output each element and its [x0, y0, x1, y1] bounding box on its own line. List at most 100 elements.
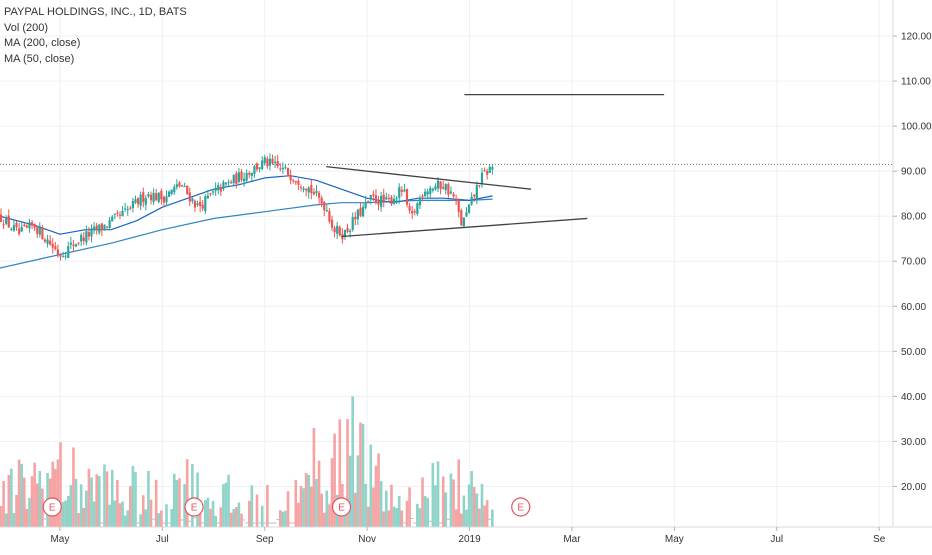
volume-bar: [325, 490, 329, 527]
volume-bar: [139, 514, 142, 527]
y-tick-label: 120.00: [901, 32, 932, 43]
candle-body: [180, 185, 184, 187]
volume-bar: [134, 472, 137, 527]
volume-bar: [410, 518, 414, 520]
volume-bar: [12, 512, 16, 527]
candle-body: [447, 184, 450, 195]
volume-bar: [382, 511, 386, 527]
candle-body: [400, 189, 403, 192]
earnings-marker-circle: [331, 497, 352, 517]
legend-ma50-indicator[interactable]: MA (50, close): [4, 52, 75, 65]
candle-body: [206, 195, 209, 199]
volume-bar: [289, 522, 292, 524]
candle: [43, 238, 47, 244]
volume-bar: [2, 480, 5, 527]
x-tick-label: 2019: [458, 534, 481, 545]
candle-body: [333, 227, 336, 233]
candle: [224, 182, 228, 188]
candle-body: [364, 201, 367, 208]
volume-bar: [160, 510, 163, 527]
earnings-marker[interactable]: E: [184, 497, 204, 517]
candle: [333, 225, 336, 238]
candle: [147, 192, 150, 199]
candle-body: [315, 190, 318, 194]
volume-bar: [162, 522, 166, 524]
candle: [276, 154, 279, 169]
volume-bar: [157, 513, 161, 527]
candle-body: [390, 197, 393, 205]
candle-body: [369, 194, 372, 200]
legend-symbol-title[interactable]: PAYPAL HOLDINGS, INC., 1D, BATS: [4, 6, 187, 18]
earnings-marker-circle: [184, 497, 204, 517]
candle: [180, 184, 184, 187]
volume-bar: [180, 519, 184, 521]
candle: [149, 191, 153, 205]
candle: [183, 182, 186, 188]
candle: [286, 167, 290, 177]
candle: [478, 184, 481, 188]
candle: [361, 203, 365, 218]
candle: [462, 217, 465, 228]
candle: [131, 197, 135, 213]
volume-bar: [113, 500, 117, 527]
y-tick-label: 30.00: [901, 437, 926, 448]
volume-bar: [356, 455, 360, 527]
candle-body: [188, 192, 191, 202]
candle: [168, 190, 171, 198]
legend-ma200-indicator[interactable]: MA (200, close): [4, 37, 81, 49]
candle-body: [478, 185, 481, 187]
candle-body: [354, 216, 357, 220]
candle-body: [460, 210, 463, 226]
earnings-marker[interactable]: E: [42, 497, 62, 517]
trendline: [341, 217, 588, 238]
candle-body: [302, 188, 305, 190]
candle: [25, 224, 28, 229]
candle: [129, 205, 132, 211]
candle: [227, 179, 230, 187]
volume-bars: [0, 396, 494, 527]
volume-bar: [467, 484, 471, 527]
candle-body: [382, 194, 385, 202]
volume-bar: [141, 495, 145, 527]
candle-body: [23, 224, 26, 227]
candles: [0, 153, 494, 261]
volume-bar: [312, 427, 316, 527]
candle-body: [240, 171, 243, 181]
volume-bar: [64, 500, 67, 527]
candle-body: [162, 196, 166, 203]
candle-body: [392, 199, 396, 204]
candle-body: [222, 181, 225, 190]
candle: [486, 168, 489, 180]
volume-bar: [413, 522, 417, 524]
candle: [297, 178, 300, 190]
x-tick-label: Mar: [563, 534, 581, 545]
candle: [266, 156, 269, 169]
candle: [36, 226, 39, 238]
candle-body: [230, 182, 233, 184]
volume-bar: [216, 522, 220, 524]
candle-body: [126, 209, 129, 211]
volume-bar: [4, 513, 8, 527]
candle-body: [346, 227, 349, 232]
candle-body: [54, 246, 57, 250]
candle: [113, 213, 116, 220]
candle-body: [359, 207, 362, 216]
y-tick-label: 110.00: [901, 77, 931, 88]
volume-bar: [369, 444, 373, 527]
candle-body: [475, 185, 478, 199]
volume-bar: [185, 459, 189, 527]
earnings-marker[interactable]: E: [331, 497, 352, 517]
volume-bar: [116, 479, 119, 527]
candle: [116, 210, 119, 217]
candle-body: [292, 180, 295, 182]
volume-bar: [175, 480, 179, 527]
candle: [80, 232, 83, 246]
volume-bar: [400, 510, 404, 527]
candle-body: [124, 208, 127, 210]
candle-body: [294, 181, 297, 183]
earnings-marker[interactable]: E: [511, 497, 531, 517]
volume-bar: [315, 478, 318, 527]
legend-volume-indicator[interactable]: Vol (200): [4, 21, 49, 34]
